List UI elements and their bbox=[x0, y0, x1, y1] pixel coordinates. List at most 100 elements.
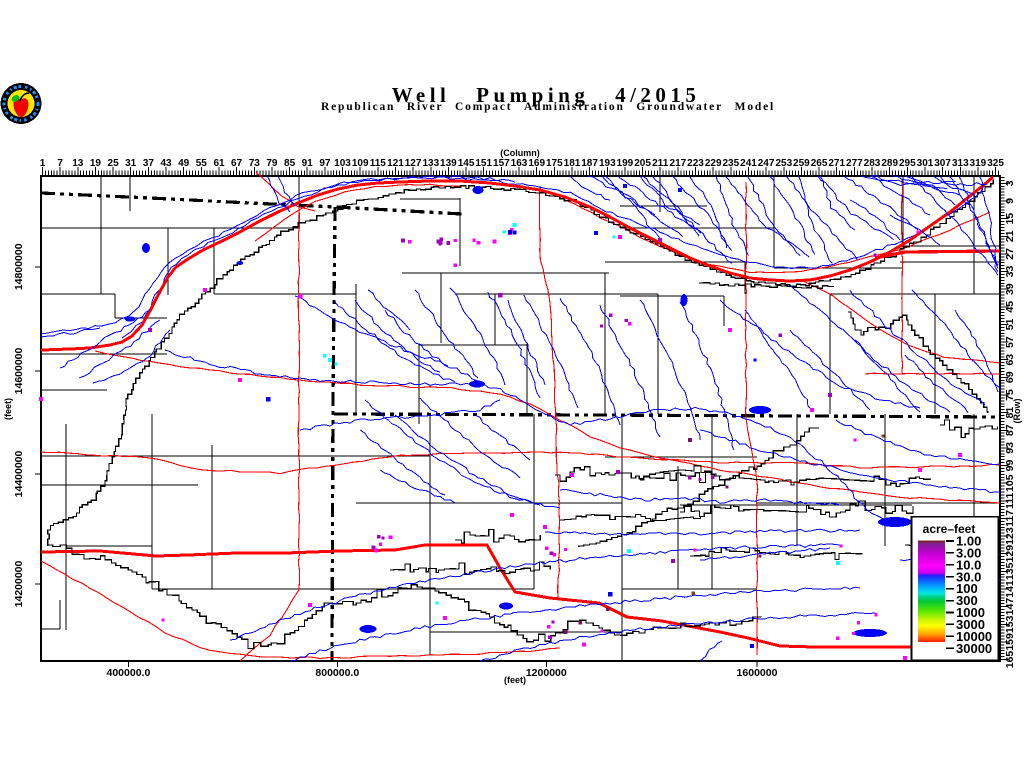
svg-text:289: 289 bbox=[881, 158, 898, 169]
svg-text:307: 307 bbox=[934, 158, 951, 169]
svg-text:51: 51 bbox=[1004, 318, 1016, 330]
svg-text:277: 277 bbox=[846, 158, 863, 169]
svg-text:31: 31 bbox=[125, 158, 137, 169]
svg-text:153: 153 bbox=[1004, 615, 1016, 633]
svg-text:14200000: 14200000 bbox=[13, 560, 25, 607]
svg-text:1600000: 1600000 bbox=[737, 667, 778, 679]
svg-text:301: 301 bbox=[917, 158, 934, 169]
svg-text:163: 163 bbox=[511, 158, 528, 169]
svg-text:103: 103 bbox=[334, 158, 351, 169]
svg-text:7: 7 bbox=[57, 158, 63, 169]
svg-text:165: 165 bbox=[1004, 651, 1016, 669]
svg-text:205: 205 bbox=[634, 158, 651, 169]
svg-text:259: 259 bbox=[793, 158, 810, 169]
svg-text:9: 9 bbox=[1004, 198, 1016, 204]
svg-text:105: 105 bbox=[1004, 474, 1016, 492]
svg-text:10000: 10000 bbox=[956, 629, 992, 644]
svg-text:129: 129 bbox=[1004, 545, 1016, 563]
svg-text:127: 127 bbox=[405, 158, 422, 169]
svg-text:(feet): (feet) bbox=[504, 675, 526, 685]
svg-text:1.00: 1.00 bbox=[956, 534, 981, 549]
svg-text:21: 21 bbox=[1004, 230, 1016, 242]
svg-text:159: 159 bbox=[1004, 633, 1016, 651]
svg-text:247: 247 bbox=[758, 158, 775, 169]
svg-text:800000.0: 800000.0 bbox=[315, 667, 359, 679]
svg-text:33: 33 bbox=[1004, 266, 1016, 278]
svg-text:400000.0: 400000.0 bbox=[107, 667, 151, 679]
svg-text:3: 3 bbox=[1004, 180, 1016, 186]
svg-text:181: 181 bbox=[564, 158, 581, 169]
svg-text:3000: 3000 bbox=[956, 617, 985, 632]
svg-text:13: 13 bbox=[72, 158, 84, 169]
svg-text:75: 75 bbox=[1004, 389, 1016, 401]
svg-text:139: 139 bbox=[440, 158, 457, 169]
svg-text:217: 217 bbox=[670, 158, 687, 169]
svg-text:55: 55 bbox=[196, 158, 208, 169]
svg-text:175: 175 bbox=[546, 158, 563, 169]
svg-text:241: 241 bbox=[740, 158, 757, 169]
svg-text:157: 157 bbox=[493, 158, 510, 169]
svg-text:97: 97 bbox=[319, 158, 331, 169]
svg-text:169: 169 bbox=[528, 158, 545, 169]
svg-text:79: 79 bbox=[266, 158, 278, 169]
svg-text:87: 87 bbox=[1004, 424, 1016, 436]
svg-text:acre–feet: acre–feet bbox=[923, 522, 976, 536]
svg-text:199: 199 bbox=[617, 158, 634, 169]
svg-text:57: 57 bbox=[1004, 336, 1016, 348]
svg-text:133: 133 bbox=[422, 158, 439, 169]
svg-text:(feet): (feet) bbox=[3, 398, 13, 420]
svg-text:39: 39 bbox=[1004, 283, 1016, 295]
svg-text:30.0: 30.0 bbox=[956, 569, 981, 584]
svg-text:30000: 30000 bbox=[956, 641, 992, 656]
svg-text:147: 147 bbox=[1004, 598, 1016, 616]
svg-text:(Column): (Column) bbox=[500, 148, 540, 158]
svg-text:109: 109 bbox=[352, 158, 369, 169]
svg-text:45: 45 bbox=[1004, 301, 1016, 313]
svg-text:319: 319 bbox=[970, 158, 987, 169]
svg-text:135: 135 bbox=[1004, 562, 1016, 580]
svg-text:325: 325 bbox=[987, 158, 1004, 169]
svg-text:211: 211 bbox=[652, 158, 669, 169]
svg-text:141: 141 bbox=[1004, 580, 1016, 598]
svg-text:223: 223 bbox=[687, 158, 704, 169]
svg-text:313: 313 bbox=[952, 158, 969, 169]
svg-text:300: 300 bbox=[956, 593, 978, 608]
svg-text:14400000: 14400000 bbox=[13, 450, 25, 497]
svg-text:14600000: 14600000 bbox=[13, 347, 25, 394]
svg-text:235: 235 bbox=[722, 158, 739, 169]
svg-text:1000: 1000 bbox=[956, 605, 985, 620]
svg-text:91: 91 bbox=[302, 158, 314, 169]
svg-text:15: 15 bbox=[1004, 213, 1016, 225]
svg-text:117: 117 bbox=[1004, 510, 1016, 527]
svg-text:193: 193 bbox=[599, 158, 616, 169]
svg-text:295: 295 bbox=[899, 158, 916, 169]
svg-text:27: 27 bbox=[1004, 248, 1016, 260]
svg-text:271: 271 bbox=[828, 158, 845, 169]
svg-text:151: 151 bbox=[475, 158, 492, 169]
svg-text:121: 121 bbox=[387, 158, 404, 169]
svg-text:1: 1 bbox=[40, 158, 46, 169]
svg-text:63: 63 bbox=[1004, 354, 1016, 366]
svg-text:19: 19 bbox=[90, 158, 102, 169]
svg-text:69: 69 bbox=[1004, 371, 1016, 383]
svg-text:43: 43 bbox=[160, 158, 172, 169]
svg-text:229: 229 bbox=[705, 158, 722, 169]
svg-text:3.00: 3.00 bbox=[956, 545, 981, 560]
svg-text:93: 93 bbox=[1004, 442, 1016, 454]
svg-text:253: 253 bbox=[775, 158, 792, 169]
svg-text:115: 115 bbox=[370, 158, 387, 169]
svg-text:73: 73 bbox=[249, 158, 261, 169]
svg-text:1200000: 1200000 bbox=[526, 667, 567, 679]
svg-text:14800000: 14800000 bbox=[13, 243, 25, 290]
svg-text:99: 99 bbox=[1004, 460, 1016, 472]
svg-text:100: 100 bbox=[956, 581, 978, 596]
svg-text:145: 145 bbox=[458, 158, 475, 169]
svg-text:49: 49 bbox=[178, 158, 190, 169]
svg-text:283: 283 bbox=[864, 158, 881, 169]
svg-text:10.0: 10.0 bbox=[956, 557, 981, 572]
svg-text:67: 67 bbox=[231, 158, 243, 169]
svg-text:81: 81 bbox=[1004, 407, 1016, 419]
svg-text:(Row): (Row) bbox=[1012, 399, 1022, 424]
svg-text:187: 187 bbox=[581, 158, 598, 169]
svg-text:37: 37 bbox=[143, 158, 155, 169]
